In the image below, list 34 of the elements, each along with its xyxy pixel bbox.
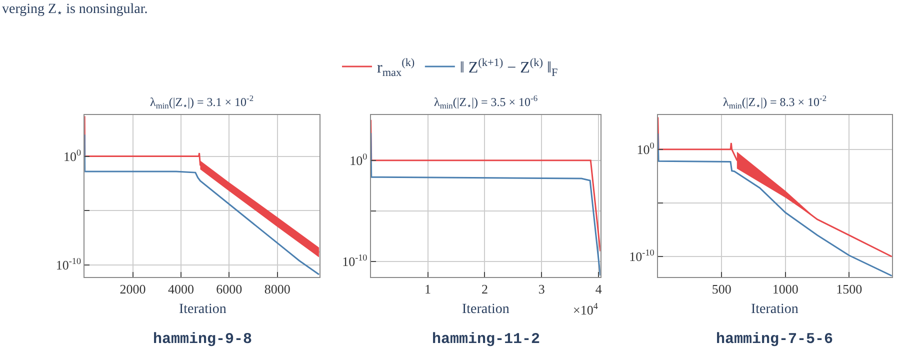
x-axis-title: Iteration — [751, 302, 798, 317]
x-tick-label: 8000 — [264, 281, 290, 296]
x-tick-label: 500 — [712, 281, 732, 296]
x-tick-label: 4000 — [168, 281, 194, 296]
y-tick-label: 10$^{0}$ — [350, 151, 368, 168]
text: hamming-9-8 — [153, 331, 252, 348]
x-tick-label: 2 — [481, 281, 488, 296]
line-series — [84, 115, 320, 254]
x-tick-label: 2000 — [120, 281, 146, 296]
line-series — [84, 134, 320, 276]
x-tick-label: 3 — [538, 281, 545, 296]
text: ×10$^{4}$ — [573, 301, 598, 318]
y-tick-label: 10$^{-10}$ — [56, 256, 82, 272]
x-tick-label: 1000 — [772, 281, 798, 296]
y-tick-label: 10$^{0}$ — [636, 140, 655, 157]
chart-title: λ$_{min}$(|Z$_{⋆}$|) = 3.1 × 10$^{-2}$ — [150, 94, 254, 111]
text: hamming-7-5-6 — [716, 331, 834, 348]
x-tick-label: 6000 — [216, 281, 242, 296]
line-series — [658, 132, 892, 277]
x-axis-title: Iteration — [462, 302, 510, 317]
x-tick-label: 1500 — [836, 281, 862, 296]
legend-label: ‖ Z$^{(k+1)}$ − Z$^{(k)}$ ‖$_{F}$ — [460, 56, 558, 80]
chart-title: λ$_{min}$(|Z$_{⋆}$|) = 3.5 × 10$^{-6}$ — [434, 94, 538, 111]
x-tick-label: 1 — [424, 281, 431, 296]
text: hamming-11-2 — [432, 331, 540, 348]
line-series — [658, 116, 892, 258]
x-axis-title: Iteration — [179, 302, 226, 317]
chart-title: λ$_{min}$(|Z$_{⋆}$|) = 8.3 × 10$^{-2}$ — [723, 94, 827, 111]
line-series — [370, 132, 600, 276]
text: verging Z$_{⋆}$ is nonsingular. — [2, 2, 148, 19]
y-tick-label: 10$^{-10}$ — [629, 248, 655, 264]
y-tick-label: 10$^{-10}$ — [342, 252, 368, 269]
x-tick-label: 4 — [595, 281, 602, 296]
y-tick-label: 10$^{0}$ — [63, 147, 82, 164]
